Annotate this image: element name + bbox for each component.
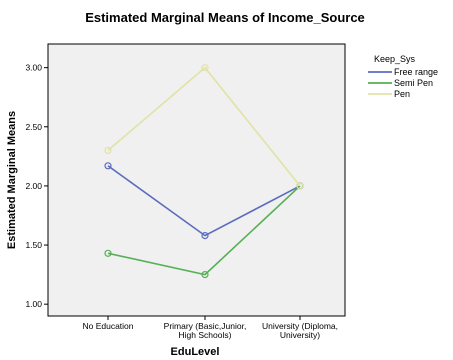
- series-line-1: [107, 165, 301, 237]
- data-point: [104, 162, 112, 170]
- data-point: [104, 146, 112, 154]
- data-point: [201, 271, 209, 279]
- data-point: [201, 232, 209, 240]
- x-tick-label: No Education: [82, 321, 133, 331]
- y-axis-label: Estimated Marginal Means: [6, 111, 18, 249]
- y-tick-label: 1.00: [25, 299, 42, 309]
- y-tick-label: 1.50: [25, 240, 42, 250]
- x-tick-label: Primary (Basic,Junior,: [164, 321, 247, 331]
- y-tick-label: 2.00: [25, 181, 42, 191]
- x-axis-label: EduLevel: [171, 346, 220, 358]
- x-axis-ticks: No Education Primary (Basic,Junior,High S…: [82, 316, 338, 340]
- y-axis-ticks: 1.00 1.50 2.00 2.50 3.00: [25, 63, 48, 309]
- legend-label: Free range: [394, 67, 438, 77]
- x-tick-label: High Schools): [179, 330, 232, 340]
- legend-label: Semi Pen: [394, 78, 433, 88]
- y-tick-label: 2.50: [25, 122, 42, 132]
- data-point: [104, 249, 112, 257]
- legend-label: Pen: [394, 89, 410, 99]
- series-line-3: [107, 66, 301, 187]
- x-tick-label: University (Diploma,: [262, 321, 338, 331]
- series-layer: [104, 64, 304, 279]
- legend-title: Keep_Sys: [374, 54, 416, 64]
- y-tick-label: 3.00: [25, 63, 42, 73]
- series-line-2: [107, 185, 301, 276]
- data-point: [201, 64, 209, 72]
- x-tick-label: University): [280, 330, 320, 340]
- chart-title: Estimated Marginal Means of Income_Sourc…: [85, 10, 365, 25]
- data-point: [296, 182, 304, 190]
- plot-area: [47, 43, 346, 317]
